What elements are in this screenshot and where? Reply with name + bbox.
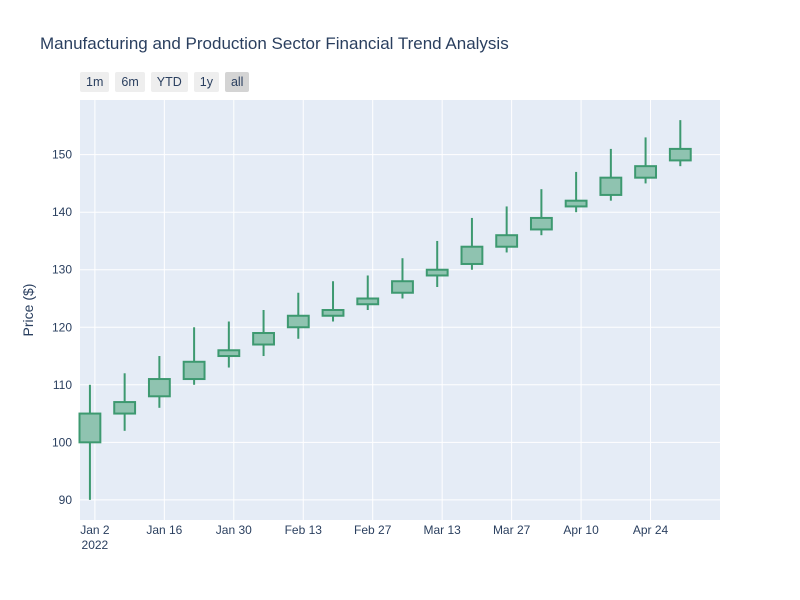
candle-body [391,280,414,294]
range-selector: 1m 6m YTD 1y all [80,72,250,92]
candle-body [356,297,380,306]
range-button-6m[interactable]: 6m [115,72,145,92]
x-tick-label: Apr 24 [633,523,669,537]
y-tick-label: 130 [52,263,72,277]
candle-body [182,360,206,381]
y-axis-title: Price ($) [20,284,36,337]
x-tick-label: Apr 10 [563,523,599,537]
candle-body [599,176,623,196]
candle-body [529,216,553,231]
y-tick-label: 110 [53,378,72,392]
range-button-all[interactable]: all [224,72,250,92]
range-button-1m[interactable]: 1m [80,72,110,92]
candle-body [147,378,171,398]
y-tick-label: 140 [52,205,72,219]
candle-body [495,234,519,248]
candle-body [252,332,275,346]
y-tick-label: 100 [52,435,72,449]
candle-body [321,309,345,317]
candle-body [78,412,102,444]
range-button-ytd[interactable]: YTD [150,72,188,92]
candle-body [564,199,588,208]
x-tick-label: Mar 27 [493,523,531,537]
x-tick-label: Feb 13 [285,523,323,537]
candle-body [425,268,449,277]
y-tick-label: 120 [52,320,72,334]
candle-body [634,165,657,179]
y-tick-label: 90 [59,493,73,507]
plot-area [80,100,720,520]
chart-title: Manufacturing and Production Sector Fina… [40,34,509,53]
candle-body [286,314,310,329]
x-tick-label: Jan 16 [146,523,182,537]
range-button-1y[interactable]: 1y [193,72,219,92]
x-tick-label: Jan 30 [216,523,252,537]
x-tick-label: Jan 2 [80,523,110,537]
candle-body [217,349,241,358]
y-tick-label: 150 [52,148,72,162]
x-tick-label: Mar 13 [423,523,461,537]
candle-body [668,147,692,162]
x-tick-label: Feb 27 [354,523,392,537]
x-tick-sublabel: 2022 [82,538,109,552]
candle-body [113,401,137,415]
candle-body [460,245,484,265]
